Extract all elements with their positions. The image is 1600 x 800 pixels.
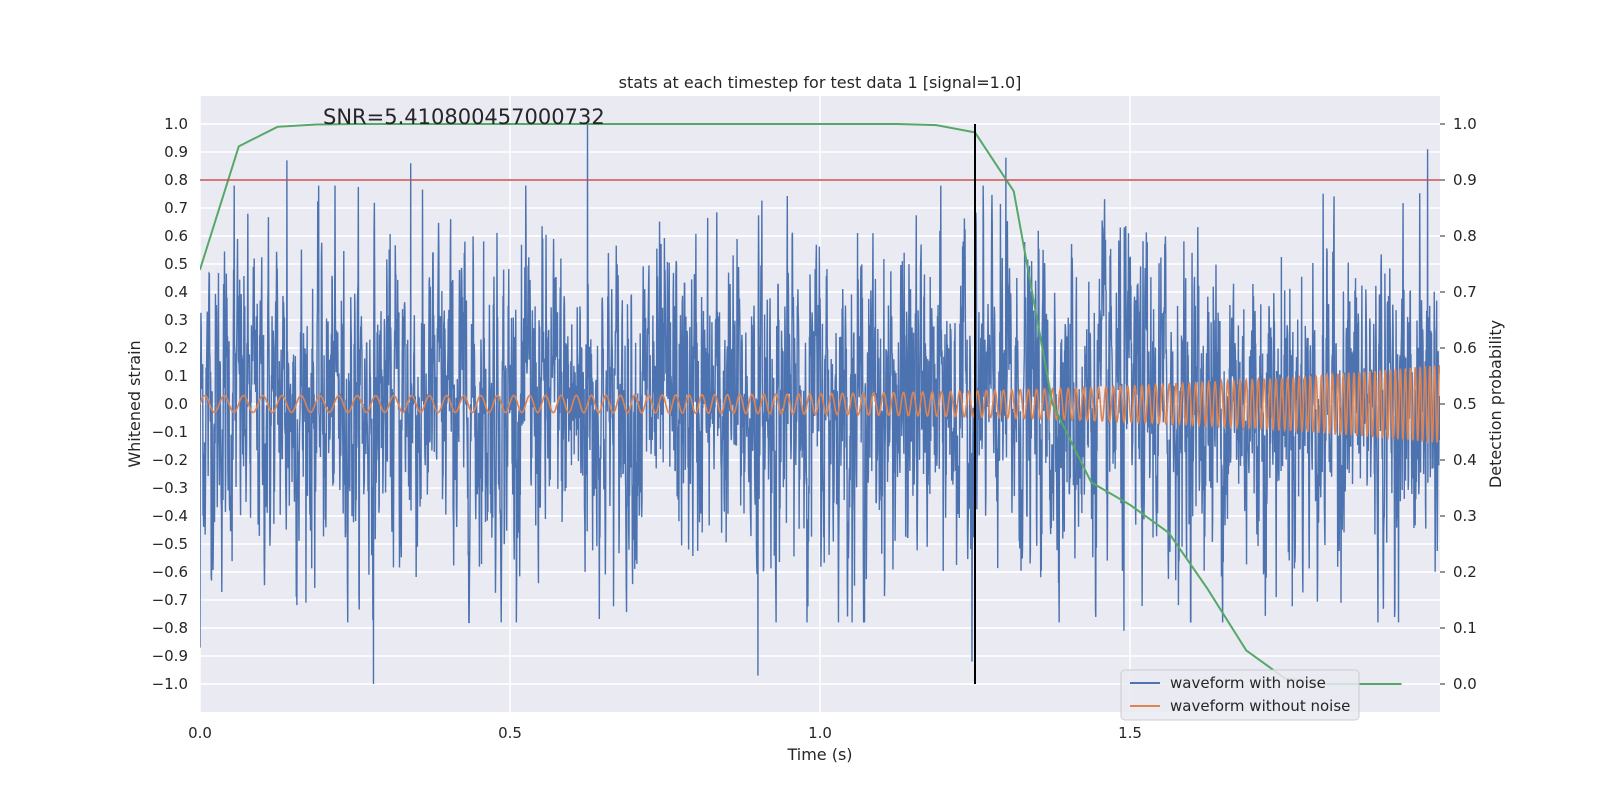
y-tick-label-right: 0.0 [1453,675,1477,693]
y-axis-label: Whitened strain [125,340,144,467]
y-tick-label-right: 0.3 [1453,507,1477,525]
detection-probability-point [664,123,666,125]
chart-title: stats at each timestep for test data 1 [… [619,73,1022,92]
y-tick-label-right: 0.4 [1453,451,1477,469]
y-tick-label: 0.7 [164,199,188,217]
y-tick-label: 1.0 [164,115,188,133]
y-tick-label: −0.4 [152,507,188,525]
x-tick-label: 1.5 [1118,724,1142,742]
detection-probability-point [548,123,550,125]
detection-probability-point [1206,588,1209,590]
y-axis-label-right: Detection probability [1486,320,1505,488]
y-tick-label: 0.9 [164,143,188,161]
waveform-without-noise-line [200,365,1440,445]
snr-annotation: SNR=5.410800457000732 [323,105,605,129]
detection-probability-point [586,123,589,125]
y-tick-label-right: 0.9 [1453,171,1477,189]
detection-probability-point [1090,481,1092,483]
y-tick-label: −0.1 [152,423,188,441]
detection-probability-point [1168,532,1170,534]
legend: waveform with noise waveform without noi… [1120,669,1360,721]
y-tick-label: 0.6 [164,227,188,245]
detection-probability-point [703,123,705,125]
detection-probability-point [470,123,472,125]
y-tick-label: 0.2 [164,339,188,357]
detection-probability-point [1361,683,1364,685]
y-tick-label: 0.1 [164,367,188,385]
y-tick-label: −0.8 [152,619,188,637]
y-tick-label: 0.4 [164,283,188,301]
tick-labels: 0.0 0.5 1.0 1.5 1.0 0.9 0.8 0.7 0.6 0.5 0.4 0.3 0.2 0… [152,115,1477,742]
detection-probability-line [200,123,1402,685]
detection-probability-point [896,123,899,125]
y-tick-label-right: 0.7 [1453,283,1477,301]
detection-probability-point [200,269,201,271]
detection-probability-point [1129,504,1131,506]
y-tick-label-right: 0.5 [1453,395,1477,413]
detection-probability-point [1013,190,1015,192]
legend-label-noisy: waveform with noise [1170,674,1326,692]
detection-probability-point [393,123,395,125]
detection-probability-point [741,123,744,125]
y-tick-label-right: 1.0 [1453,115,1477,133]
y-tick-label-right: 0.8 [1453,227,1477,245]
y-tick-label: 0.0 [164,395,188,413]
detection-probability-point [1400,683,1402,685]
x-tick-label: 0.0 [188,724,212,742]
detection-probability-point [431,123,434,125]
y-tick-label-right: 0.2 [1453,563,1477,581]
detection-probability-point [858,123,860,125]
y-tick-label-right: 0.1 [1453,619,1477,637]
y-tick-label: 0.3 [164,311,188,329]
x-axis-label: Time (s) [786,745,852,764]
y-tick-label: −1.0 [152,675,188,693]
legend-label-clean: waveform without noise [1170,697,1350,715]
y-tick-label: −0.5 [152,535,188,553]
detection-probability-point [1051,403,1054,405]
detection-probability-point [935,124,937,126]
y-tick-label: −0.2 [152,451,188,469]
waveform-with-noise-line [200,123,1440,685]
y-tick-label: −0.7 [152,591,188,609]
detection-probability-point [276,126,279,128]
detection-probability-point [780,123,782,125]
legend-box [1120,669,1360,721]
detection-probability-point [1245,649,1247,652]
detection-probability-point [238,145,240,147]
detection-probability-point [509,123,511,125]
detection-probability-point [315,123,317,126]
y-tick-label: 0.5 [164,255,188,273]
detection-probability-point [354,123,356,125]
data-layer [200,123,1440,685]
y-tick-label: −0.6 [152,563,188,581]
detection-probability-point [625,123,627,125]
y-tick-label-right: 0.6 [1453,339,1477,357]
y-tick-label: −0.3 [152,479,188,497]
x-tick-label: 1.0 [808,724,832,742]
detection-probability-point [819,123,821,125]
x-tick-label: 0.5 [498,724,522,742]
y-tick-label: −0.9 [152,647,188,665]
y-tick-label: 0.8 [164,171,188,189]
